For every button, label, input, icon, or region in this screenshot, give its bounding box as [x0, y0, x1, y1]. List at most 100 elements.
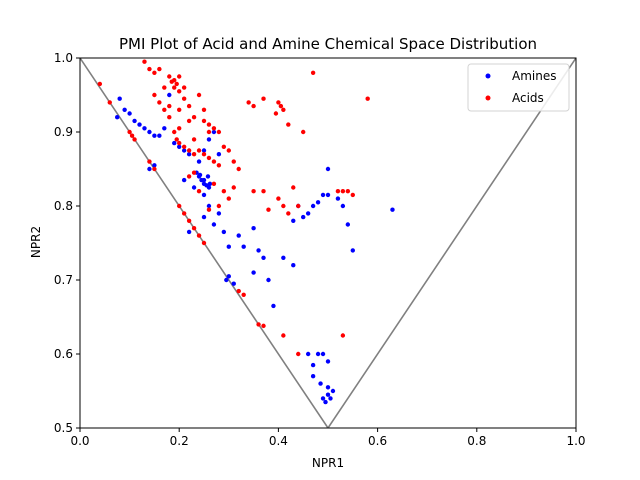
- point-acids: [276, 196, 281, 201]
- point-acids: [181, 85, 187, 90]
- point-acids: [261, 96, 266, 101]
- point-amines: [305, 211, 311, 216]
- point-acids: [211, 159, 217, 164]
- point-acids: [273, 111, 279, 116]
- point-amines: [315, 200, 321, 205]
- point-amines: [221, 229, 227, 235]
- legend-marker-acids: [485, 95, 491, 101]
- point-amines: [122, 107, 127, 113]
- point-amines: [152, 133, 157, 138]
- point-amines: [127, 111, 132, 116]
- point-amines: [318, 381, 323, 386]
- point-acids: [191, 137, 197, 142]
- point-amines: [201, 177, 207, 183]
- x-tick-label: 0.4: [269, 434, 288, 448]
- point-acids: [167, 103, 172, 109]
- point-acids: [177, 107, 182, 113]
- point-amines: [167, 92, 172, 98]
- point-acids: [191, 115, 197, 120]
- point-amines: [345, 222, 351, 227]
- point-acids: [310, 70, 316, 76]
- y-tick-label: 0.5: [54, 421, 73, 435]
- point-amines: [196, 159, 202, 164]
- point-amines: [315, 351, 321, 357]
- point-acids: [256, 322, 261, 327]
- point-amines: [281, 255, 286, 260]
- point-acids: [231, 185, 236, 190]
- point-acids: [172, 85, 177, 90]
- point-acids: [196, 148, 202, 153]
- point-acids: [147, 159, 152, 164]
- point-acids: [201, 240, 207, 246]
- point-amines: [181, 148, 187, 153]
- point-acids: [281, 333, 286, 338]
- point-amines: [186, 152, 192, 157]
- point-amines: [390, 207, 395, 212]
- point-acids: [345, 189, 351, 194]
- point-amines: [291, 218, 296, 223]
- point-amines: [162, 126, 167, 131]
- point-acids: [127, 129, 132, 135]
- point-acids: [191, 226, 197, 231]
- point-amines: [152, 163, 157, 168]
- legend-marker-amines: [485, 73, 491, 79]
- point-amines: [305, 351, 311, 357]
- pmi-boundary-triangle: [80, 58, 576, 428]
- point-acids: [132, 137, 137, 142]
- y-tick-label: 1.0: [54, 51, 73, 65]
- point-acids: [147, 66, 152, 72]
- point-amines: [328, 396, 333, 401]
- point-amines: [251, 270, 256, 275]
- point-acids: [221, 144, 227, 149]
- point-amines: [231, 281, 236, 286]
- point-acids: [231, 159, 236, 164]
- point-acids: [157, 100, 162, 105]
- x-axis-label: NPR1: [312, 456, 344, 470]
- y-axis-ticks: 0.5 0.6 0.7 0.8 0.9 1.0: [54, 51, 80, 435]
- point-acids: [278, 103, 284, 109]
- point-acids: [191, 152, 197, 157]
- point-acids: [152, 166, 157, 172]
- point-acids: [186, 174, 192, 179]
- point-acids: [226, 148, 231, 153]
- point-amines: [241, 244, 246, 249]
- point-amines: [191, 185, 197, 190]
- point-amines: [211, 129, 217, 135]
- point-amines: [340, 203, 346, 209]
- legend-label-amines: Amines: [512, 69, 556, 83]
- point-amines: [266, 277, 271, 283]
- point-acids: [177, 140, 182, 146]
- point-acids: [162, 85, 167, 90]
- point-amines: [117, 96, 122, 101]
- point-acids: [216, 203, 222, 209]
- point-acids: [216, 163, 222, 168]
- point-amines: [172, 140, 177, 146]
- point-amines: [323, 399, 328, 405]
- point-amines: [181, 177, 187, 183]
- y-tick-label: 0.8: [54, 199, 73, 213]
- point-acids: [186, 118, 192, 124]
- point-amines: [226, 274, 231, 279]
- point-acids: [181, 211, 187, 216]
- point-acids: [186, 148, 192, 153]
- point-acids: [169, 79, 174, 84]
- point-acids: [201, 152, 207, 157]
- point-acids: [181, 96, 187, 101]
- point-acids: [221, 189, 227, 194]
- boundary-line: [327, 58, 576, 428]
- point-amines: [206, 203, 212, 209]
- point-amines: [325, 359, 331, 364]
- point-acids: [251, 189, 256, 194]
- point-amines: [201, 214, 207, 220]
- point-amines: [320, 192, 326, 198]
- point-acids: [107, 100, 112, 105]
- point-acids: [142, 59, 147, 64]
- point-acids: [335, 189, 341, 194]
- point-amines: [132, 118, 137, 124]
- point-amines: [137, 122, 142, 127]
- point-amines: [261, 255, 266, 260]
- point-acids: [226, 196, 231, 201]
- point-acids: [261, 323, 266, 329]
- point-acids: [296, 203, 301, 209]
